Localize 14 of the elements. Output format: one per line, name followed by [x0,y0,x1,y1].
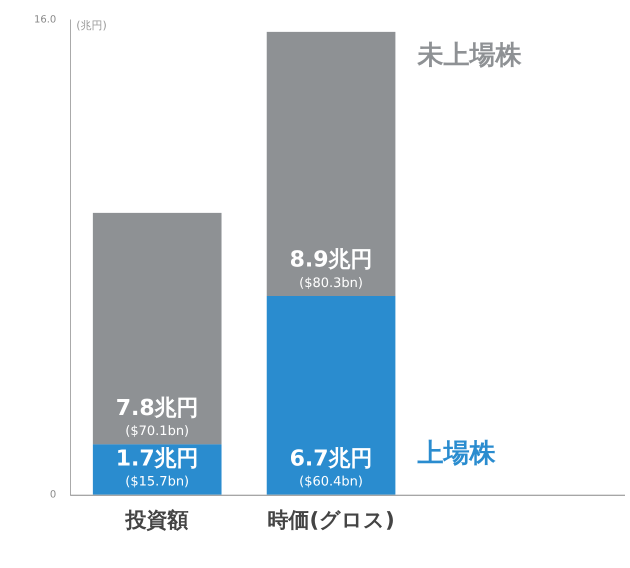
data-label: 8.9兆円 ($80.3bn) [290,248,373,291]
x-tick-label: 投資額 [124,508,189,532]
y-tick-label: 16.0 [34,14,56,26]
x-tick-label: 時価(グロス) [267,508,395,532]
series-label: 未上場株 [416,40,522,71]
data-label: 6.7兆円 ($60.4bn) [290,446,373,490]
y-tick-label: 0 [50,489,56,500]
bar [92,212,222,444]
bar [266,296,396,495]
bar [266,32,396,296]
y-axis-title: (兆円) [76,18,107,32]
data-label: 1.7兆円 ($15.7bn) [116,446,199,490]
series-label: 上場株 [416,438,496,469]
data-label: 7.8兆円 ($70.1bn) [116,396,199,440]
